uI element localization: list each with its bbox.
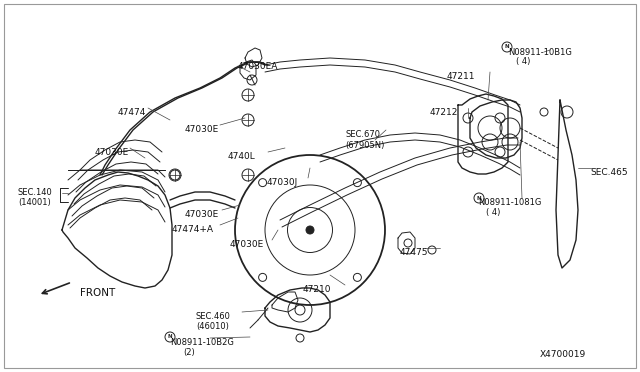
Text: 47030E: 47030E [185, 125, 220, 134]
Text: FRONT: FRONT [80, 288, 115, 298]
Text: SEC.670: SEC.670 [345, 130, 380, 139]
Text: 47474+A: 47474+A [172, 225, 214, 234]
Text: 47211: 47211 [447, 72, 476, 81]
Text: (67905N): (67905N) [345, 141, 385, 150]
Text: 47030E: 47030E [95, 148, 129, 157]
Text: N: N [505, 45, 509, 49]
Text: SEC.140: SEC.140 [18, 188, 52, 197]
Text: (46010): (46010) [196, 322, 229, 331]
Text: 47212: 47212 [430, 108, 458, 117]
Text: 47030J: 47030J [267, 178, 298, 187]
Text: (2): (2) [183, 348, 195, 357]
Text: N08911-10B1G: N08911-10B1G [508, 48, 572, 57]
Text: 47030E: 47030E [230, 240, 264, 249]
Text: ( 4): ( 4) [516, 57, 531, 66]
Text: N08911-10B2G: N08911-10B2G [170, 338, 234, 347]
Circle shape [306, 226, 314, 234]
Text: 47475: 47475 [400, 248, 429, 257]
Text: N: N [477, 196, 481, 201]
Text: SEC.460: SEC.460 [196, 312, 231, 321]
Text: N08911-1081G: N08911-1081G [478, 198, 541, 207]
Text: 47474: 47474 [118, 108, 147, 117]
Text: 47210: 47210 [303, 285, 332, 294]
Text: 4740L: 4740L [228, 152, 256, 161]
Text: X4700019: X4700019 [540, 350, 586, 359]
Text: (14001): (14001) [18, 198, 51, 207]
Text: 47030EA: 47030EA [238, 62, 278, 71]
Text: ( 4): ( 4) [486, 208, 500, 217]
Text: SEC.465: SEC.465 [590, 168, 628, 177]
Text: N: N [168, 334, 172, 340]
Text: 47030E: 47030E [185, 210, 220, 219]
